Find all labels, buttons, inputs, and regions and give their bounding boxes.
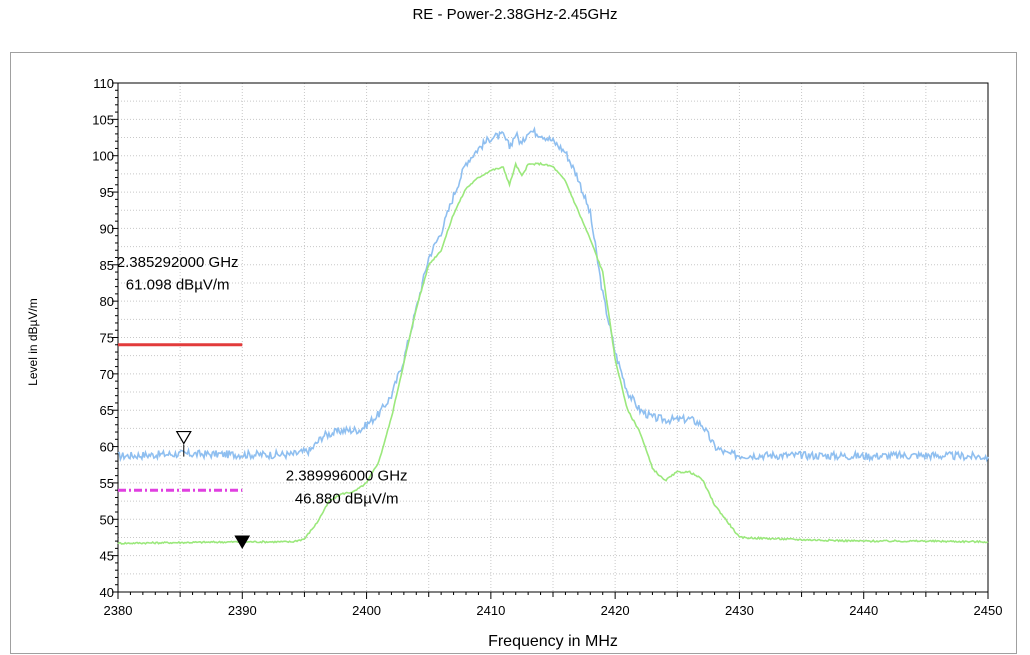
chart-frame	[10, 52, 1017, 654]
marker-1-triangle	[175, 430, 192, 445]
y-tick-label: 45	[100, 549, 114, 564]
x-tick-label: 2390	[228, 603, 257, 618]
y-tick-label: 90	[100, 221, 114, 236]
y-tick-label: 75	[100, 331, 114, 346]
marker-2-level: 46.880 dBµV/m	[295, 490, 399, 507]
y-tick-label: 95	[100, 185, 114, 200]
markers: 2.385292000 GHz 61.098 dBµV/m 2.389996000 …	[117, 254, 408, 549]
x-tick-label: 2430	[725, 603, 754, 618]
series-line	[117, 161, 989, 545]
y-tick-label: 105	[92, 112, 114, 127]
x-tick-label: 2400	[352, 603, 381, 618]
y-tick-label: 110	[93, 76, 114, 91]
marker-2-frequency: 2.389996000 GHz	[286, 468, 408, 485]
y-tick-label: 40	[100, 585, 114, 600]
series-lines	[117, 126, 989, 545]
chart-title: RE - Power-2.38GHz-2.45GHz	[412, 6, 618, 23]
axes	[112, 82, 989, 599]
x-tick-label: 2380	[104, 603, 133, 618]
marker-1-frequency: 2.385292000 GHz	[117, 254, 239, 271]
y-axis-label: Level in dBµV/m	[26, 298, 40, 386]
grid	[117, 82, 989, 593]
y-tick-label: 50	[100, 512, 114, 527]
y-tick-label: 80	[100, 294, 114, 309]
y-tick-label: 100	[92, 149, 114, 164]
y-tick-label: 55	[100, 476, 114, 491]
x-tick-label: 2440	[849, 603, 878, 618]
marker-1-level: 61.098 dBµV/m	[126, 277, 230, 294]
series-line	[117, 126, 989, 463]
y-tick-label: 70	[100, 367, 114, 382]
x-tick-labels: 2380 2390 2400 2410 2420 2430 2440 2450	[104, 603, 1003, 618]
y-tick-label: 85	[100, 258, 114, 273]
y-tick-label: 60	[100, 440, 114, 455]
limit-lines	[118, 343, 243, 492]
x-axis-label: Frequency in MHz	[488, 633, 618, 650]
x-tick-label: 2410	[476, 603, 505, 618]
x-tick-label: 2450	[974, 603, 1003, 618]
x-tick-label: 2420	[601, 603, 630, 618]
y-tick-labels: 40 45 50 55 60 65 70 75 80 85 90 95 100 105 110	[92, 76, 114, 600]
marker-2-triangle	[234, 535, 251, 549]
y-tick-label: 65	[100, 403, 114, 418]
